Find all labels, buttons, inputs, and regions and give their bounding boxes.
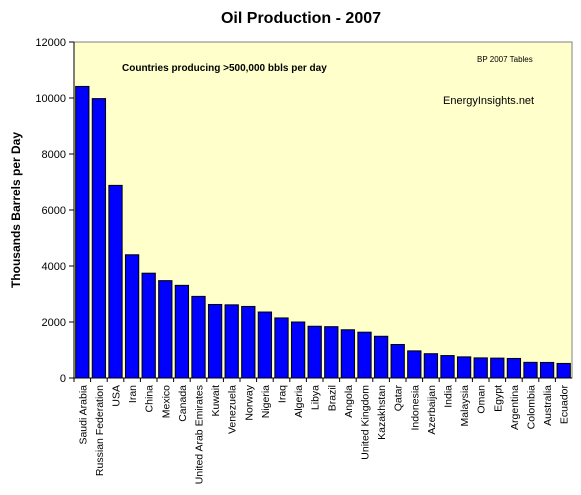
chart-title: Oil Production - 2007 <box>221 10 381 27</box>
x-tick-label: Ecuador <box>559 384 571 424</box>
x-tick-label: Libya <box>310 385 322 410</box>
annotation-subtitle: Countries producing >500,000 bbls per da… <box>122 63 327 74</box>
x-tick-label: Angola <box>343 385 355 418</box>
bar <box>191 295 206 379</box>
bar <box>357 331 372 379</box>
y-tick-label: 4000 <box>42 261 66 273</box>
x-tick-label: Canada <box>177 385 189 422</box>
bar <box>456 356 472 379</box>
y-tick-label: 10000 <box>35 93 66 105</box>
x-tick-label: Norway <box>243 384 255 420</box>
x-tick-label: Venezuela <box>227 385 239 434</box>
bar <box>340 329 356 379</box>
x-tick-label: Mexico <box>160 385 172 418</box>
bar <box>141 272 156 379</box>
bar <box>290 321 306 379</box>
x-tick-label: Azerbaijan <box>426 385 438 435</box>
bar <box>373 335 389 379</box>
x-tick-label: USA <box>111 385 123 407</box>
y-tick-label: 12000 <box>35 37 66 49</box>
bar <box>523 361 538 379</box>
x-tick-label: Qatar <box>393 385 405 412</box>
bar <box>108 184 123 379</box>
bar <box>407 350 422 379</box>
x-tick-label: Nigeria <box>260 385 272 418</box>
bar <box>506 357 522 379</box>
bar <box>124 254 140 379</box>
x-tick-label: Saudi Arabia <box>77 385 89 445</box>
y-tick-label: 2000 <box>42 317 66 329</box>
x-tick-label: Russian Federation <box>94 385 106 476</box>
y-tick-label: 6000 <box>42 205 66 217</box>
bar <box>257 311 273 379</box>
x-tick-label: Kuwait <box>210 385 222 417</box>
y-axis: 0 2000 4000 6000 8000 10000 12000 <box>35 37 75 385</box>
bar <box>75 85 90 379</box>
bar <box>440 355 455 379</box>
plot-area <box>73 41 573 379</box>
bars <box>75 85 571 379</box>
x-tick-label: Oman <box>476 385 488 414</box>
x-tick-label: Iraq <box>277 385 289 403</box>
x-tick-label: Malaysia <box>459 385 471 427</box>
bar <box>274 317 289 379</box>
bar <box>158 280 173 379</box>
x-tick-label: Iran <box>127 385 139 403</box>
bar <box>539 361 555 379</box>
x-tick-label: Australia <box>542 385 554 426</box>
bar <box>91 98 107 379</box>
x-tick-label: Indonesia <box>409 385 421 431</box>
bar <box>490 357 505 379</box>
x-tick-label: India <box>443 385 455 408</box>
bar <box>390 343 405 379</box>
x-tick-label: United Arab Emirates <box>194 385 206 484</box>
bar <box>241 305 256 379</box>
x-tick-label: Algeria <box>293 385 305 418</box>
x-tick-label: Colombia <box>526 385 538 430</box>
x-tick-label: Kazakhstan <box>376 385 388 440</box>
x-tick-label: Egypt <box>492 385 504 412</box>
x-axis: Saudi Arabia Russian Federation USA Iran Chi… <box>73 377 572 484</box>
bar <box>556 362 571 379</box>
annotation-site: EnergyInsights.net <box>443 95 534 107</box>
annotation-source: BP 2007 Tables <box>477 55 533 64</box>
y-tick-label: 0 <box>60 373 66 385</box>
y-axis-label: Thousands Barrels per Day <box>9 132 23 288</box>
x-tick-label: China <box>144 385 156 413</box>
bar <box>207 303 223 379</box>
y-tick-label: 8000 <box>42 149 66 161</box>
x-tick-label: Argentina <box>509 385 521 430</box>
x-tick-label: United Kingdom <box>360 385 372 460</box>
bar <box>324 326 339 379</box>
bar <box>423 353 439 379</box>
bar <box>174 284 190 379</box>
bar <box>473 357 488 379</box>
bar <box>307 325 322 379</box>
bar <box>224 304 239 379</box>
x-tick-label: Brazil <box>326 385 338 411</box>
